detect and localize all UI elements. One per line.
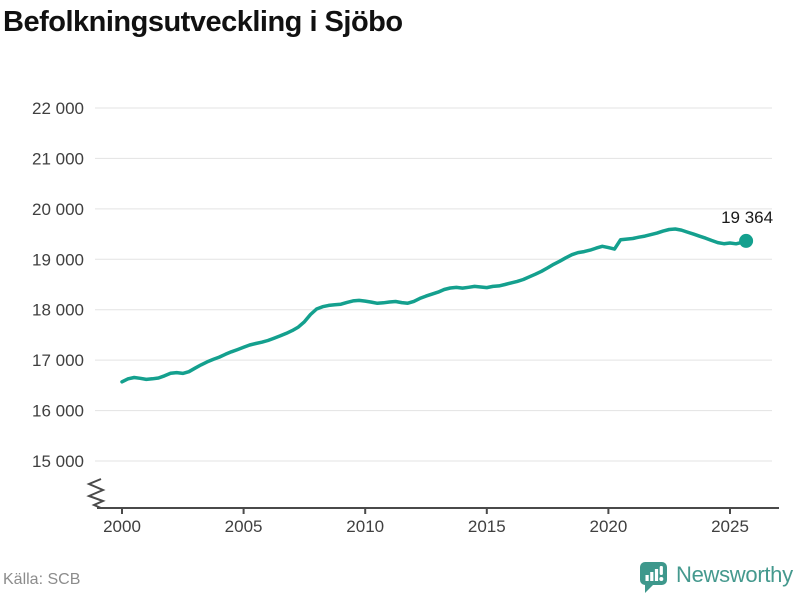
bar-chart-speech-bubble-icon <box>640 562 667 593</box>
population-line <box>120 227 748 384</box>
y-tick-label: 17 000 <box>32 351 84 370</box>
population-line-chart: 22 000 21 000 20 000 19 000 18 000 17 000 16 0… <box>32 99 779 536</box>
x-tick-label: 2005 <box>225 517 263 536</box>
y-tick-label: 15 000 <box>32 452 84 471</box>
y-tick-label: 19 000 <box>32 250 84 269</box>
x-tick-label: 2010 <box>346 517 384 536</box>
newsworthy-logo[interactable]: Newsworthy <box>639 561 793 595</box>
latest-value-label: 19 364 <box>721 208 773 227</box>
y-tick-label: 21 000 <box>32 149 84 168</box>
y-tick-label: 16 000 <box>32 402 84 421</box>
x-tick-label: 2000 <box>103 517 141 536</box>
source-note: Källa: SCB <box>3 571 81 588</box>
newsworthy-wordmark: Newsworthy <box>676 562 793 587</box>
y-tick-label: 18 000 <box>32 301 84 320</box>
x-tick-label: 2015 <box>468 517 506 536</box>
chart-title: Befolkningsutveckling i Sjöbo <box>3 6 403 38</box>
y-tick-label: 22 000 <box>32 99 84 118</box>
axis-break-icon <box>86 478 106 509</box>
latest-point-marker <box>739 233 754 248</box>
x-tick-label: 2020 <box>589 517 627 536</box>
x-tick-label: 2025 <box>711 517 749 536</box>
y-tick-label: 20 000 <box>32 200 84 219</box>
